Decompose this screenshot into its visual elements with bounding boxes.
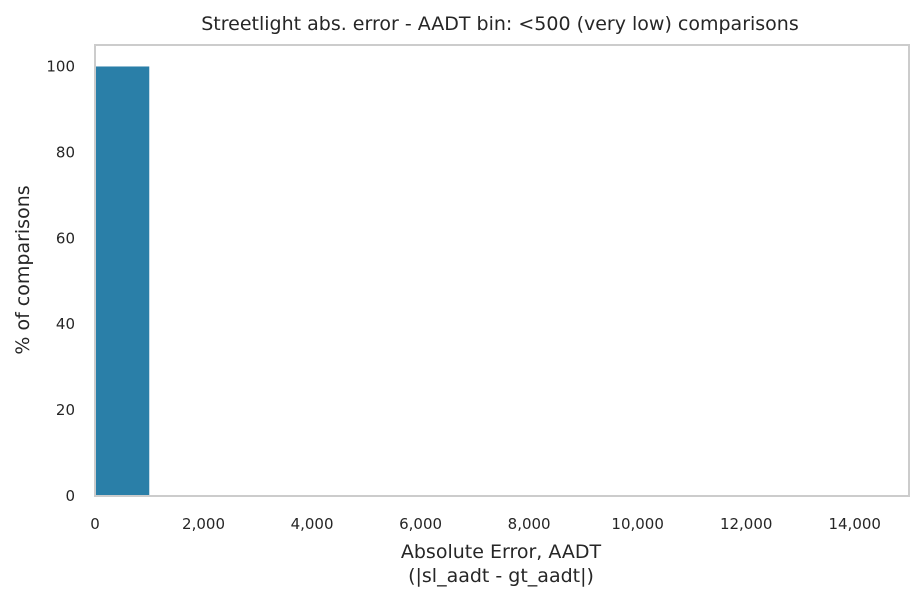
x-tick-label: 12,000 — [720, 515, 773, 533]
y-tick-label: 80 — [56, 143, 75, 161]
x-axis-ticks: 0 2,000 4,000 6,000 8,000 10,000 12,000 14,000 — [90, 515, 881, 533]
x-tick-label: 8,000 — [508, 515, 551, 533]
x-axis-label-line1: Absolute Error, AADT — [401, 541, 602, 563]
x-axis-label-line2: (|sl_aadt - gt_aadt|) — [408, 565, 594, 587]
y-tick-label: 60 — [56, 229, 75, 247]
plot-frame — [94, 44, 910, 497]
x-tick-label: 4,000 — [291, 515, 334, 533]
x-tick-label: 10,000 — [611, 515, 664, 533]
chart-title: Streetlight abs. error - AADT bin: <500 … — [201, 13, 799, 35]
histogram-bar-0 — [95, 66, 150, 496]
y-axis-label: % of comparisons — [12, 185, 34, 354]
x-tick-label: 0 — [90, 515, 100, 533]
y-tick-label: 100 — [46, 57, 75, 75]
plot-area — [95, 66, 150, 496]
x-tick-label: 2,000 — [182, 515, 225, 533]
x-tick-label: 6,000 — [399, 515, 442, 533]
y-tick-label: 20 — [56, 401, 75, 419]
y-tick-label: 0 — [65, 487, 75, 505]
y-tick-label: 40 — [56, 315, 75, 333]
y-axis-ticks: 0 20 40 60 80 100 — [46, 57, 75, 505]
x-tick-label: 14,000 — [828, 515, 881, 533]
